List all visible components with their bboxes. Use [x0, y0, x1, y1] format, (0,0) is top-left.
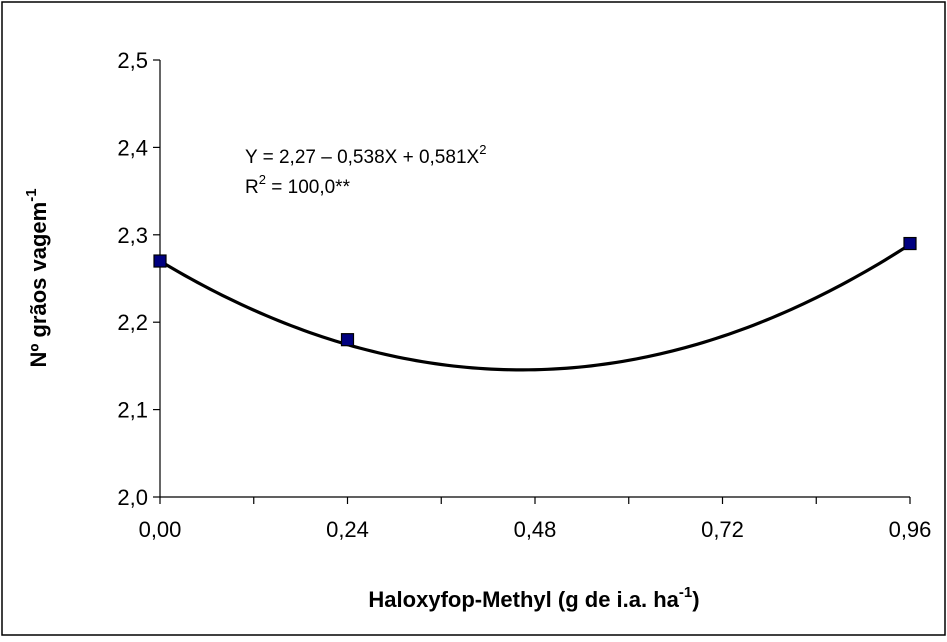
- points-layer: [153, 236, 917, 347]
- regression-curve: [159, 243, 911, 372]
- x-axis-ticks: 0,00 0,24 0,48 0,72 0,96: [139, 497, 932, 542]
- y-axis-ticks: 2,0 2,1 2,2 2,3 2,4 2,5: [117, 48, 160, 510]
- equation-label: Y = 2,27 – 0,538X + 0,581X2: [245, 142, 486, 168]
- x-axis-title: Haloxyfop-Methyl (g de i.a. ha-1): [368, 584, 699, 612]
- data-point: [153, 254, 167, 268]
- x-tick-label: 0,48: [514, 517, 557, 542]
- data-point: [903, 236, 917, 251]
- y-tick-label: 2,1: [117, 398, 148, 423]
- x-tick-label: 0,00: [139, 517, 182, 542]
- y-tick-label: 2,2: [117, 310, 148, 335]
- x-tick-label: 0,96: [889, 517, 932, 542]
- y-tick-label: 2,4: [117, 135, 148, 160]
- r-squared-label: R2 = 100,0**: [245, 172, 351, 198]
- y-axis-title: Nº grãos vagem-1: [23, 188, 51, 367]
- data-point: [340, 333, 355, 347]
- y-tick-label: 2,0: [117, 485, 148, 510]
- x-tick-label: 0,24: [326, 517, 369, 542]
- x-tick-label: 0,72: [701, 517, 744, 542]
- y-tick-label: 2,5: [117, 48, 148, 73]
- fit-layer: [159, 243, 911, 372]
- y-tick-label: 2,3: [117, 223, 148, 248]
